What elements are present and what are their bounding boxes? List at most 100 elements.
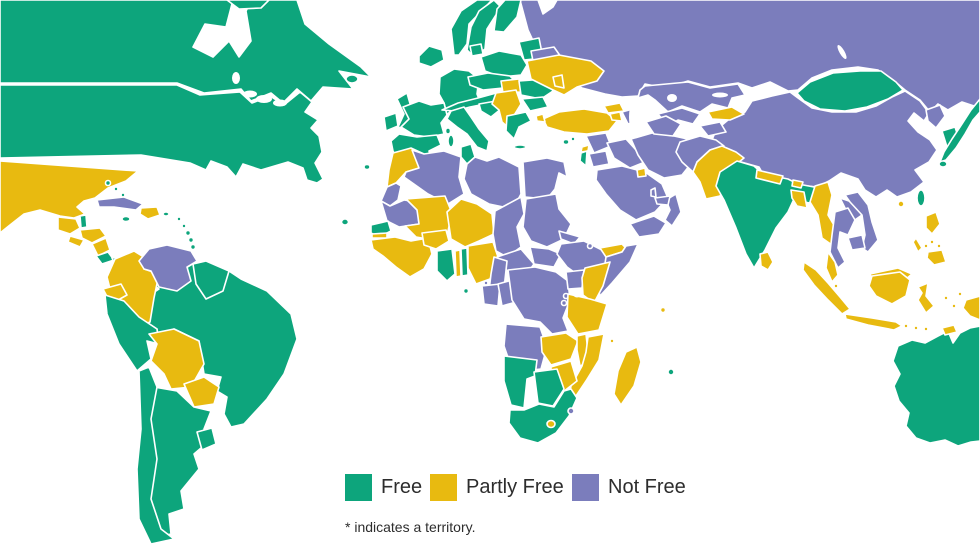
region-bulgaria[interactable] bbox=[521, 96, 549, 112]
region-sao-tome[interactable] bbox=[462, 287, 470, 295]
region-kazakhstan[interactable] bbox=[637, 81, 746, 113]
region-south-sudan[interactable] bbox=[529, 246, 562, 268]
region-ukraine[interactable] bbox=[526, 54, 605, 96]
region-mauritius[interactable] bbox=[667, 368, 675, 376]
region-seychelles[interactable] bbox=[659, 306, 667, 314]
region-el-salvador[interactable] bbox=[67, 235, 85, 248]
region-turkey[interactable] bbox=[542, 108, 618, 135]
region-denmark[interactable] bbox=[469, 43, 484, 57]
region-uae[interactable] bbox=[654, 195, 671, 206]
region-cyprus[interactable] bbox=[570, 136, 576, 142]
region-guinea-coast[interactable] bbox=[370, 236, 433, 278]
region-nepal[interactable] bbox=[755, 169, 784, 185]
region-yemen[interactable] bbox=[629, 215, 667, 238]
region-belize[interactable] bbox=[79, 214, 88, 229]
region-thailand[interactable] bbox=[829, 207, 856, 269]
region-lesser-antilles[interactable] bbox=[189, 243, 197, 251]
region-tanzania[interactable] bbox=[566, 293, 608, 335]
region-tajikistan[interactable] bbox=[699, 121, 727, 137]
region-iceland[interactable] bbox=[418, 45, 445, 68]
region-lesser-antilles[interactable] bbox=[187, 236, 195, 244]
region-niger[interactable] bbox=[446, 198, 495, 248]
region-hong-kong[interactable] bbox=[897, 200, 905, 208]
region-burkina-faso[interactable] bbox=[421, 229, 450, 250]
region-botswana[interactable] bbox=[533, 368, 565, 407]
region-hispaniola[interactable] bbox=[139, 206, 161, 220]
region-indonesia-islands[interactable] bbox=[903, 323, 909, 329]
region-puerto-rico[interactable] bbox=[162, 211, 170, 217]
region-malaysia-peninsula[interactable] bbox=[825, 251, 839, 283]
region-burundi[interactable] bbox=[560, 299, 568, 307]
region-philippines-visayas[interactable] bbox=[923, 243, 929, 249]
region-armenia[interactable] bbox=[609, 111, 623, 122]
region-vietnam[interactable] bbox=[844, 191, 879, 253]
region-cyprus[interactable] bbox=[562, 138, 570, 146]
region-canary-islands[interactable] bbox=[363, 163, 371, 171]
region-ghana[interactable] bbox=[436, 248, 456, 282]
region-kuwait[interactable] bbox=[636, 167, 647, 178]
region-indonesia-java[interactable] bbox=[844, 313, 903, 331]
region-bangladesh[interactable] bbox=[790, 189, 808, 209]
region-bolivia[interactable] bbox=[148, 328, 205, 390]
region-mongolia[interactable] bbox=[796, 70, 904, 112]
region-bhutan[interactable] bbox=[791, 179, 804, 189]
region-mexico[interactable] bbox=[0, 160, 139, 234]
region-gabon[interactable] bbox=[481, 283, 501, 307]
region-gambia[interactable] bbox=[371, 232, 388, 239]
region-philippines-mindanao[interactable] bbox=[926, 249, 947, 266]
region-lesotho[interactable] bbox=[546, 419, 556, 429]
region-ireland[interactable] bbox=[383, 112, 399, 132]
region-japan[interactable] bbox=[939, 98, 980, 163]
region-kyrgyzstan[interactable] bbox=[707, 106, 745, 121]
region-israel[interactable] bbox=[579, 150, 588, 167]
region-bahamas[interactable] bbox=[104, 179, 112, 187]
region-greece[interactable] bbox=[505, 111, 532, 140]
region-sri-lanka[interactable] bbox=[759, 251, 774, 271]
region-indonesia-sulawesi[interactable] bbox=[917, 282, 935, 314]
region-indonesia-islands[interactable] bbox=[943, 295, 949, 301]
region-turkmenistan[interactable] bbox=[645, 115, 682, 137]
region-north-korea[interactable] bbox=[925, 104, 946, 129]
region-bahamas[interactable] bbox=[113, 186, 119, 192]
region-comoros[interactable] bbox=[609, 338, 615, 344]
region-italy[interactable] bbox=[446, 106, 490, 152]
region-peru[interactable] bbox=[104, 294, 160, 372]
region-algeria[interactable] bbox=[403, 149, 465, 205]
region-venezuela[interactable] bbox=[138, 244, 198, 292]
region-eswatini[interactable] bbox=[567, 407, 575, 415]
region-chad[interactable] bbox=[492, 196, 525, 258]
region-indonesia-islands[interactable] bbox=[951, 303, 957, 309]
region-moldova[interactable] bbox=[552, 74, 565, 89]
region-honduras[interactable] bbox=[79, 227, 107, 244]
region-uruguay[interactable] bbox=[196, 427, 217, 451]
region-greenland[interactable] bbox=[226, 0, 270, 10]
region-norway[interactable] bbox=[450, 0, 493, 56]
region-philippines-palawan[interactable] bbox=[912, 237, 923, 253]
region-jamaica[interactable] bbox=[121, 215, 131, 223]
region-equatorial-guinea[interactable] bbox=[483, 280, 489, 286]
region-paraguay[interactable] bbox=[183, 376, 220, 408]
region-philippines-visayas[interactable] bbox=[929, 239, 935, 245]
region-canada-newfoundland[interactable] bbox=[345, 74, 359, 84]
region-libya[interactable] bbox=[463, 156, 522, 210]
region-chile[interactable] bbox=[136, 366, 175, 545]
region-indonesia-kalimantan[interactable] bbox=[868, 271, 911, 305]
region-guianas[interactable] bbox=[192, 260, 230, 300]
region-lesser-antilles[interactable] bbox=[184, 229, 192, 237]
region-lesser-antilles[interactable] bbox=[176, 216, 182, 222]
region-corsica[interactable] bbox=[444, 127, 452, 135]
region-djibouti[interactable] bbox=[586, 242, 594, 250]
region-indonesia-papua[interactable] bbox=[962, 295, 980, 321]
region-philippines-visayas[interactable] bbox=[936, 243, 942, 249]
region-egypt[interactable] bbox=[522, 157, 568, 200]
region-finland[interactable] bbox=[493, 0, 522, 33]
region-indonesia-islands[interactable] bbox=[913, 325, 919, 331]
region-indonesia-islands[interactable] bbox=[957, 291, 963, 297]
region-indonesia-sumatra[interactable] bbox=[802, 261, 851, 315]
region-cape-verde[interactable] bbox=[340, 218, 350, 226]
region-australia[interactable] bbox=[892, 325, 980, 447]
region-france[interactable] bbox=[400, 100, 448, 138]
region-japan-kyushu[interactable] bbox=[938, 160, 948, 168]
region-qatar[interactable] bbox=[650, 187, 657, 198]
region-timor-leste[interactable] bbox=[941, 324, 958, 336]
